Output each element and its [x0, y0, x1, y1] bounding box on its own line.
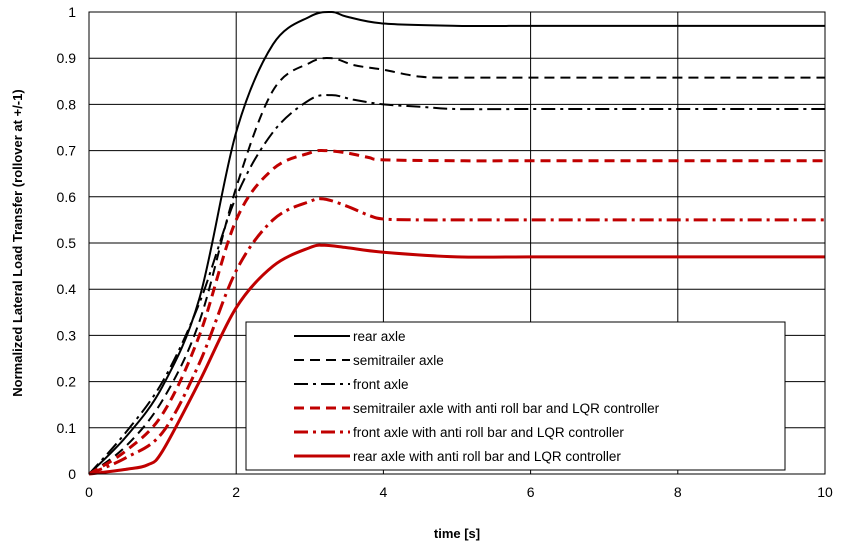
- series-group: [88, 10, 825, 476]
- y-tick-label: 0.9: [57, 50, 77, 66]
- plot-area-frame: [88, 11, 826, 475]
- legend-label-4: semitrailer axle with anti roll bar and …: [353, 401, 660, 416]
- x-tick-label: 2: [232, 484, 240, 500]
- x-tick-label: 0: [85, 484, 93, 500]
- legend-label-1: rear axle: [353, 329, 406, 344]
- legend-label-5: front axle with anti roll bar and LQR co…: [353, 425, 624, 440]
- tick-labels: 0 2 4 6 8 10 0 0.1 0.2 0.3 0.4 0.5 0.6 0.7 0.8 0.9 1: [57, 4, 833, 500]
- y-tick-label: 0.7: [57, 143, 77, 159]
- y-tick-label: 0: [68, 466, 76, 482]
- x-axis-title: time [s]: [434, 526, 480, 541]
- x-tick-label: 4: [380, 484, 388, 500]
- legend-box: [245, 321, 786, 471]
- x-tick-label: 8: [674, 484, 682, 500]
- legend-label-3: front axle: [353, 377, 409, 392]
- y-tick-label: 0.1: [57, 420, 77, 436]
- x-tick-label: 6: [527, 484, 535, 500]
- series-line-2: [88, 57, 825, 475]
- y-tick-label: 0.8: [57, 96, 77, 112]
- y-tick-label: 0.5: [57, 235, 77, 251]
- y-tick-label: 1: [68, 4, 76, 20]
- legend: rear axle semitrailer axle front axle semit…: [245, 321, 786, 471]
- series-line-6: [88, 243, 825, 476]
- legend-label-6: rear axle with anti roll bar and LQR con…: [353, 449, 621, 464]
- x-tick-label: 10: [817, 484, 833, 500]
- series-line-3: [88, 93, 825, 475]
- y-tick-label: 0.4: [57, 281, 77, 297]
- y-tick-label: 0.3: [57, 327, 77, 343]
- y-tick-label: 0.6: [57, 189, 77, 205]
- series-line-5: [88, 197, 825, 476]
- y-tick-label: 0.2: [57, 374, 77, 390]
- y-axis-title: Normalized Lateral Load Transfer (rollov…: [10, 89, 25, 396]
- series-line-4: [88, 149, 825, 476]
- legend-label-2: semitrailer axle: [353, 353, 444, 368]
